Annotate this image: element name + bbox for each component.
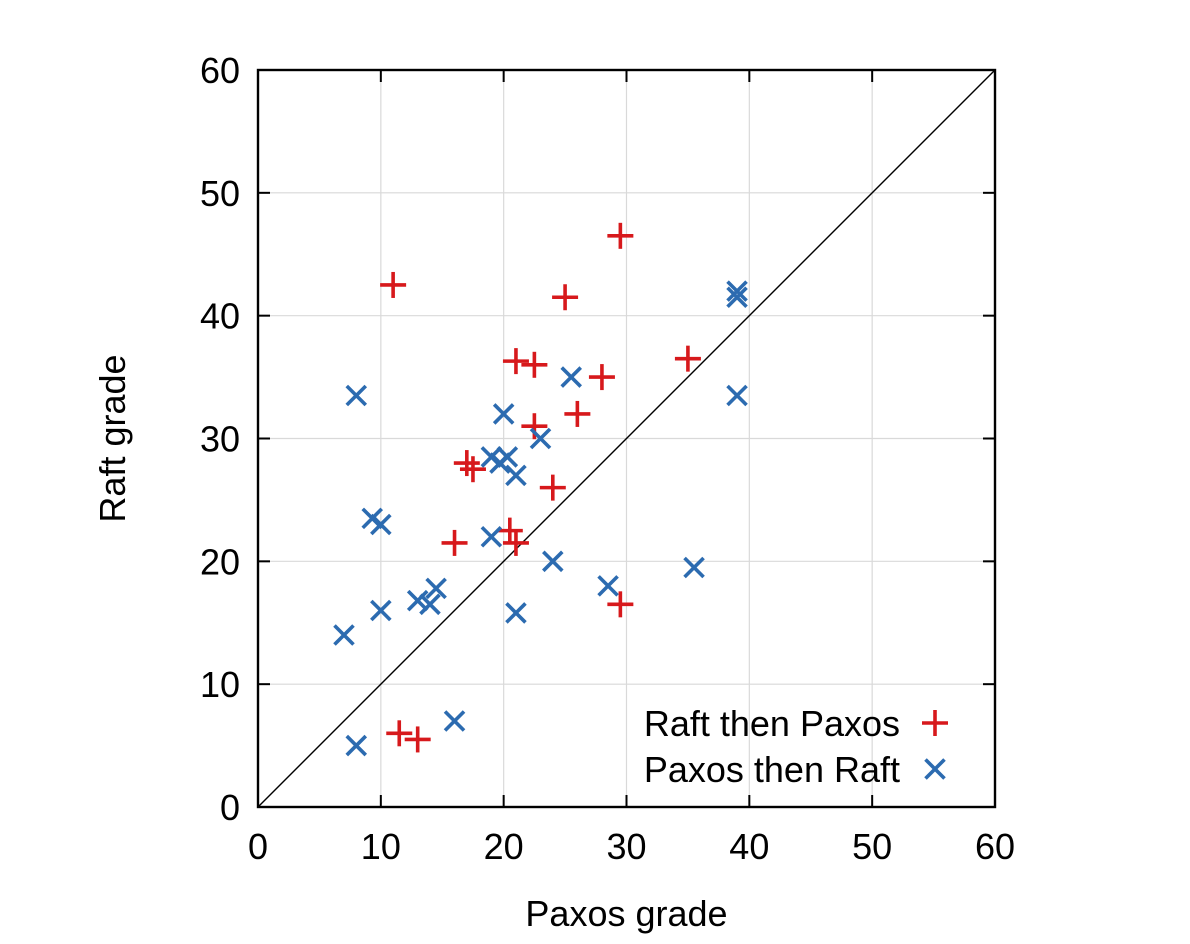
point-s0-4 [521,351,548,378]
x-tick-label-30: 30 [606,826,646,867]
point-s0-14 [502,529,529,556]
point-s1-3 [529,427,552,450]
point-s0-9 [453,450,480,477]
x-axis-label: Paxos grade [525,893,727,934]
tick-labels: 0 10 20 30 40 50 60 0 10 20 30 40 50 60 [200,50,1015,867]
y-tick-label-20: 20 [200,541,240,582]
axis-ticks [257,69,996,808]
data-points [333,222,748,757]
point-s1-15 [406,589,429,612]
point-s1-17 [370,599,392,622]
x-tick-label-40: 40 [729,826,769,867]
point-s1-19 [333,624,355,646]
point-s1-0 [345,384,368,407]
point-s1-11 [542,550,564,573]
point-s1-2 [492,403,515,425]
y-tick-label-30: 30 [200,419,240,460]
point-s1-18 [505,602,527,624]
point-s1-6 [489,452,511,474]
y-axis-label: Raft grade [92,354,133,522]
point-s0-1 [607,222,634,249]
point-s1-21 [345,734,368,757]
y-tick-label-50: 50 [200,173,240,214]
y-tick-label-60: 60 [200,50,240,91]
legend-label-0: Raft then Paxos [644,703,900,744]
point-s1-13 [597,575,619,597]
point-s1-12 [683,556,705,579]
point-s0-6 [674,345,701,372]
x-tick-label-60: 60 [975,826,1015,867]
y-tick-label-0: 0 [220,787,240,828]
point-s1-20 [443,710,466,732]
point-s1-10 [480,525,503,548]
point-s0-13 [496,517,523,544]
point-s0-12 [441,529,468,556]
point-s0-17 [404,726,431,753]
point-s0-3 [502,348,529,375]
point-s1-7 [505,464,527,487]
series-1 [333,280,748,757]
point-s0-11 [539,474,566,501]
legend: Raft then Paxos Paxos then Raft [644,703,948,790]
point-s1-24 [726,384,748,407]
x-tick-label-10: 10 [361,826,401,867]
x-tick-label-0: 0 [248,826,268,867]
point-s1-23 [726,286,748,309]
point-s1-14 [425,577,447,600]
point-s0-15 [607,591,634,618]
point-s1-9 [370,513,392,536]
point-s1-1 [560,366,582,388]
point-s0-0 [380,271,407,298]
point-s0-7 [564,400,591,427]
legend-label-1: Paxos then Raft [644,749,900,790]
point-s0-10 [459,456,486,483]
y-tick-label-40: 40 [200,296,240,337]
y-tick-label-10: 10 [200,664,240,705]
point-s0-16 [386,720,413,747]
legend-marker-0 [922,710,948,736]
point-s1-16 [419,593,441,616]
x-tick-label-20: 20 [484,826,524,867]
point-s0-2 [552,284,579,311]
legend-marker-1 [924,758,946,780]
point-s0-5 [588,364,615,391]
x-tick-label-50: 50 [852,826,892,867]
reference-line-y-equals-x [257,69,996,808]
point-s1-22 [726,280,748,302]
series-0 [380,222,701,753]
